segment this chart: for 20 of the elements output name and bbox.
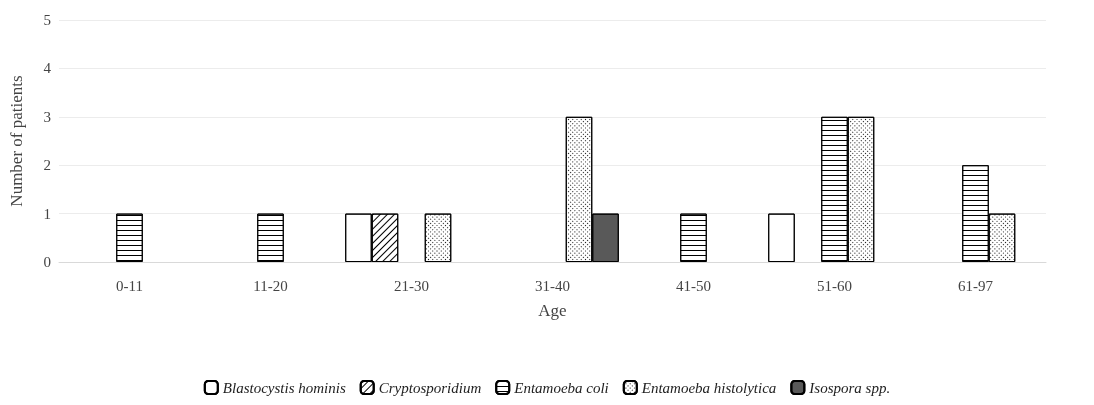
y-tick-label: 0 xyxy=(43,254,51,270)
x-tick-label: 31-40 xyxy=(535,277,570,294)
legend-label: Entamoeba coli xyxy=(513,379,609,396)
y-tick-label: 4 xyxy=(43,60,52,77)
x-tick-label: 51-60 xyxy=(817,277,852,294)
x-tick-label: 0-11 xyxy=(116,277,143,294)
y-tick-label: 3 xyxy=(43,108,51,125)
y-axis-title: Number of patients xyxy=(7,75,26,207)
legend-label: Entamoeba histolytica xyxy=(640,379,777,396)
legend-label: Isospora spp. xyxy=(808,379,891,396)
x-tick-label: 11-20 xyxy=(253,277,288,294)
legend-label: Cryptosporidium xyxy=(378,379,482,396)
x-tick-label: 41-50 xyxy=(676,277,711,294)
y-tick-label: 2 xyxy=(43,157,51,174)
x-tick-label: 61-97 xyxy=(958,277,994,294)
legend-label: Blastocystis hominis xyxy=(222,379,346,396)
x-tick-label: 21-30 xyxy=(394,277,429,294)
x-axis-title: Age xyxy=(538,301,567,320)
y-tick-label: 1 xyxy=(43,205,51,222)
y-tick-label: 5 xyxy=(43,12,51,28)
